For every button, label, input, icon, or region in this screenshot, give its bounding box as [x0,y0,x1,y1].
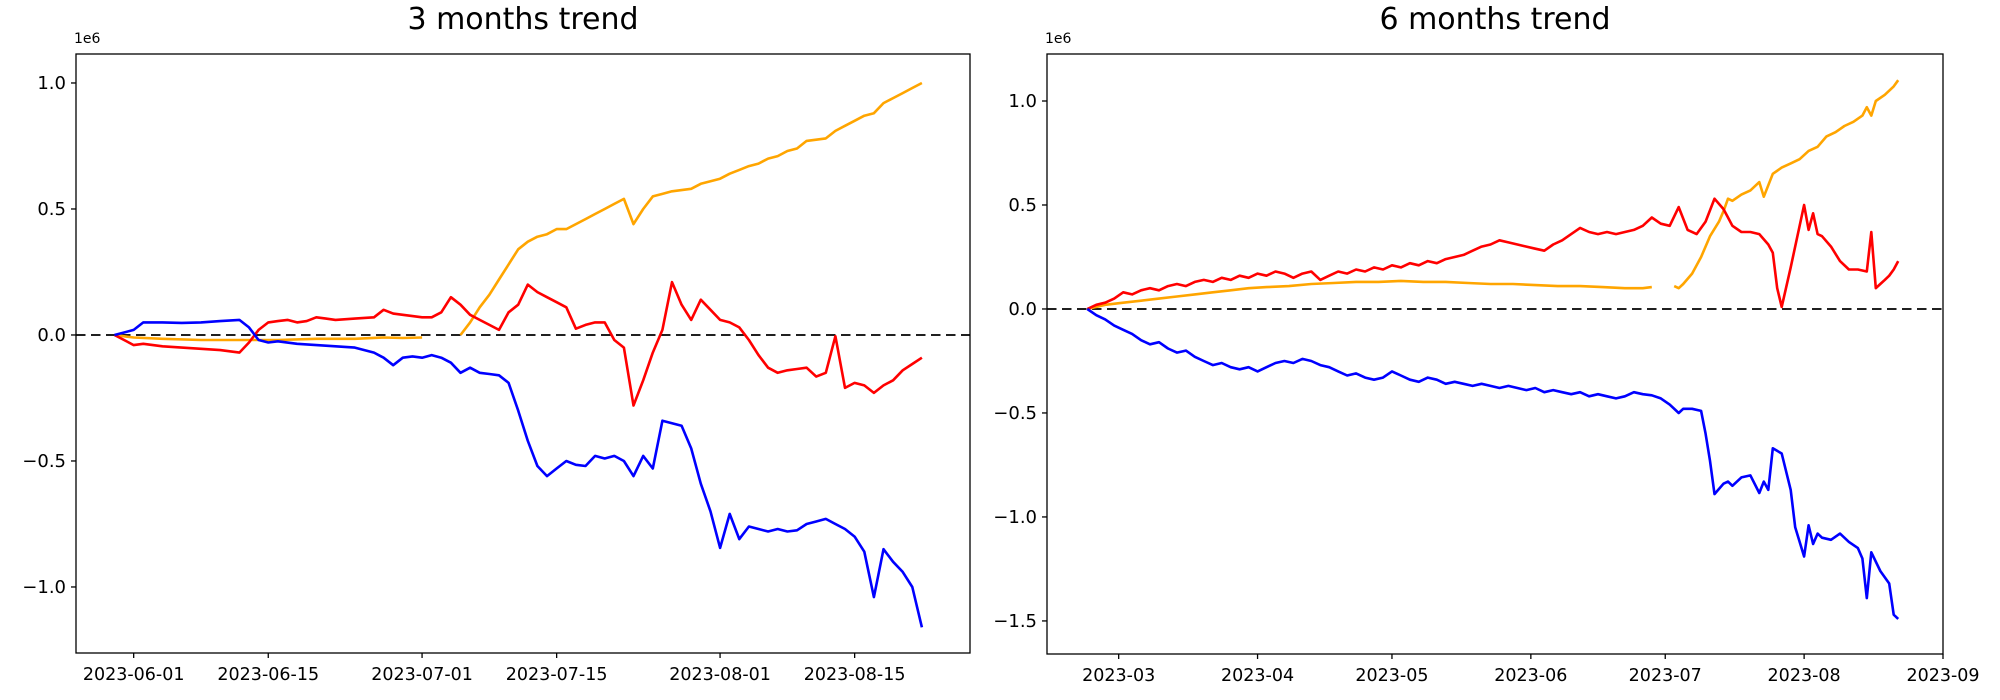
left-chart-title: 3 months trend [407,2,639,37]
x-tick-label: 2023-03 [1082,666,1155,686]
axes-spines [75,53,971,654]
y-tick-label: 0.0 [1008,299,1037,320]
x-tick-label: 2023-07 [1629,666,1702,686]
x-tick-label: 2023-06-01 [83,665,185,685]
x-tick-label: 2023-07-01 [371,665,473,685]
blue-series-line [114,318,924,628]
y-tick-label: −0.5 [993,403,1037,424]
orange-series-line [459,81,923,336]
orange-series-line [114,333,423,342]
y-tick-label: −1.5 [993,611,1037,632]
left-y-axis-offset-label: 1e6 [74,31,101,47]
y-tick-label: −1.0 [993,507,1037,528]
y-tick-label: −1.0 [22,577,66,598]
red-series-line [1086,197,1900,311]
axes-spines [1046,53,1944,655]
x-tick-label: 2023-07-15 [506,665,608,685]
blue-series-line [1086,307,1900,620]
orange-series-line [1087,279,1652,311]
x-tick-label: 2023-08-01 [669,665,771,685]
orange-series-line [1673,79,1900,290]
y-tick-label: 1.0 [37,73,66,94]
chart-1: 2023-03 2023-04 2023-05 2023-06 2023-07 2023-… [993,53,1980,686]
x-tick-label: 2023-08-15 [804,665,906,685]
x-tick-label: 2023-06-15 [217,665,319,685]
chart-0: 2023-06-01 2023-06-15 2023-07-01 2023-07-15… [22,53,971,685]
x-tick-label: 2023-06 [1494,666,1567,686]
right-chart-title: 6 months trend [1379,2,1611,37]
right-y-axis-offset-label: 1e6 [1045,31,1072,47]
y-tick-label: 1.0 [1008,91,1037,112]
red-series-line [113,280,923,407]
x-tick-label: 2023-09 [1906,666,1979,686]
y-tick-label: 0.5 [1008,195,1037,216]
x-tick-label: 2023-04 [1221,666,1294,686]
x-tick-label: 2023-05 [1355,666,1428,686]
y-tick-label: 0.0 [37,325,66,346]
x-tick-label: 2023-08 [1768,666,1841,686]
y-tick-label: 0.5 [37,199,66,220]
y-tick-label: −0.5 [22,451,66,472]
